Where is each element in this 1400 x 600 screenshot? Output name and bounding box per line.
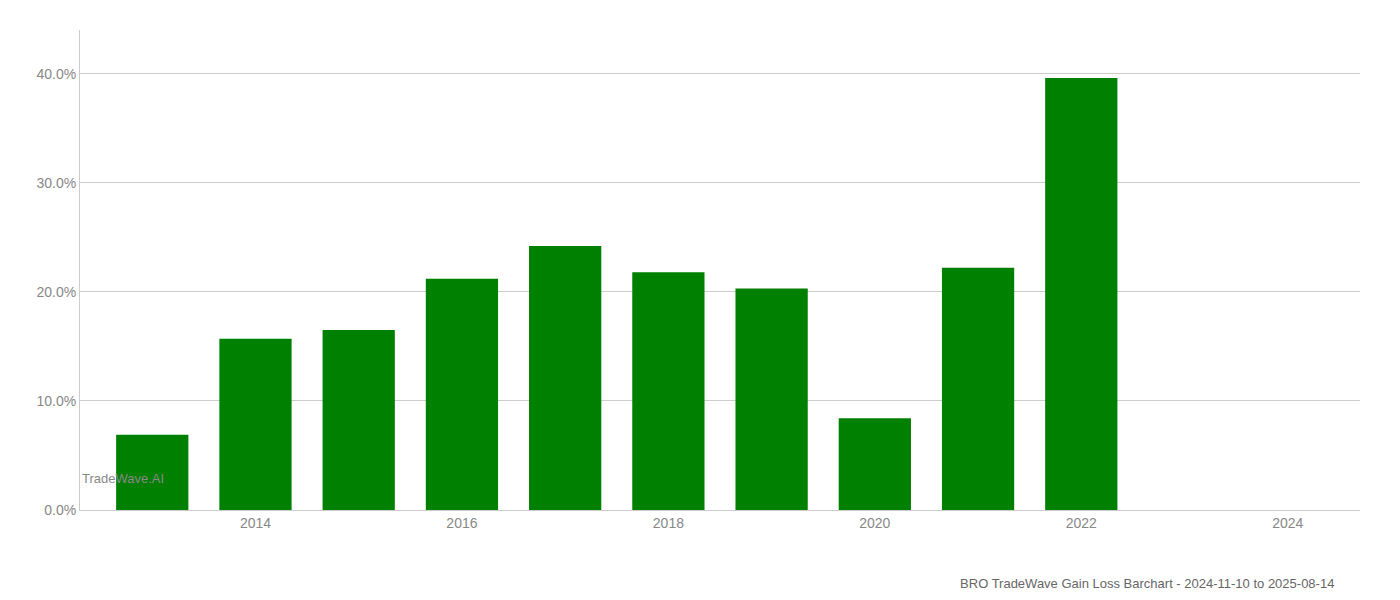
svg-text:TradeWave.AI: TradeWave.AI <box>82 471 164 486</box>
svg-text:2014: 2014 <box>240 515 271 531</box>
svg-text:0.0%: 0.0% <box>44 502 76 518</box>
svg-text:40.0%: 40.0% <box>36 66 76 82</box>
svg-text:2020: 2020 <box>859 515 890 531</box>
svg-text:10.0%: 10.0% <box>36 393 76 409</box>
svg-text:BRO TradeWave Gain Loss Barcha: BRO TradeWave Gain Loss Barchart - 2024-… <box>960 576 1334 591</box>
svg-text:2022: 2022 <box>1066 515 1097 531</box>
svg-text:2018: 2018 <box>653 515 684 531</box>
svg-text:2024: 2024 <box>1272 515 1303 531</box>
svg-text:30.0%: 30.0% <box>36 175 76 191</box>
svg-text:20.0%: 20.0% <box>36 284 76 300</box>
svg-text:2016: 2016 <box>446 515 477 531</box>
